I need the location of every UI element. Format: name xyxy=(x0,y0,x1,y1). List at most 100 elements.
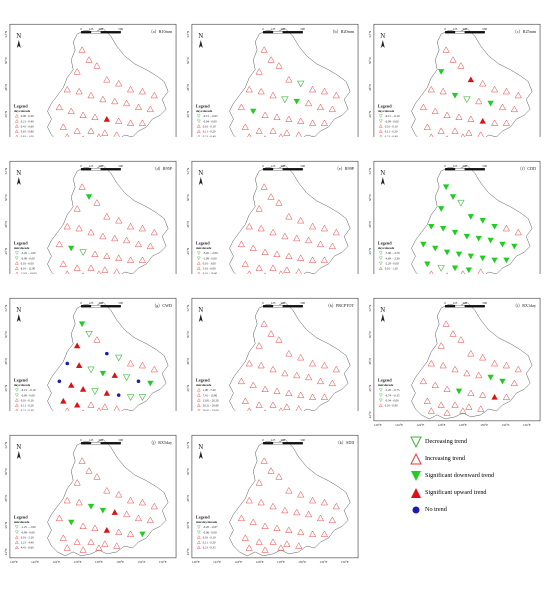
station-increasing-marker xyxy=(269,538,277,545)
legend-symbol-icon xyxy=(15,256,19,261)
legend-item-label: 2.21 - 4.40 xyxy=(21,541,34,545)
station-increasing-marker xyxy=(320,530,329,537)
station-increasing-marker xyxy=(308,496,317,504)
station-increasing-marker xyxy=(257,361,265,369)
station-increasing-marker xyxy=(93,199,101,206)
station-increasing-marker xyxy=(73,479,81,486)
lon-tick-label: 126°E xyxy=(74,560,82,564)
station-increasing-marker xyxy=(281,369,289,377)
scale-bar-segment xyxy=(100,31,121,34)
station-increasing-marker xyxy=(320,393,329,400)
north-arrow-label: N xyxy=(198,307,203,314)
lon-tick-label: 126°E xyxy=(256,560,264,564)
legend-item-label: -2.29 - 0.00 xyxy=(385,261,399,265)
panel-title: （g）CWD xyxy=(152,303,172,308)
station-increasing-marker xyxy=(281,232,289,240)
lat-tick-label: 46°N xyxy=(4,384,8,391)
legend-item-label: 0.21 - 0.40 xyxy=(203,135,216,139)
station-sig-down-marker xyxy=(87,503,95,510)
key-no-trend: No trend xyxy=(410,504,550,518)
station-increasing-marker xyxy=(467,389,475,396)
station-sig-down-marker xyxy=(451,92,459,99)
station-sig-down-marker xyxy=(432,245,439,252)
legend-item-label: 7.41 - 13.80 xyxy=(203,393,218,397)
station-decreasing-marker xyxy=(437,265,445,272)
station-sig-down-marker xyxy=(455,388,463,395)
station-sig-down-marker xyxy=(85,194,93,200)
legend-item-label: 0.41 - 0.60 xyxy=(21,124,34,128)
scale-bar-segment xyxy=(90,168,102,171)
station-sig-down-marker xyxy=(455,251,463,258)
legend-unit: mm/day/decade xyxy=(196,520,218,524)
legend-item-label: 20.21 - 26.60 xyxy=(203,404,219,408)
station-sig-down-marker xyxy=(479,218,486,224)
station-sig-down-marker xyxy=(68,519,75,526)
map-panel: 52°N50°N48°N46°N44°N120°E122°E124°E126°E… xyxy=(2,0,182,153)
filled-down-triangle-icon xyxy=(411,471,421,481)
legend-symbol-icon xyxy=(15,266,19,270)
station-increasing-marker xyxy=(328,516,336,524)
station-increasing-marker xyxy=(91,524,99,531)
lat-tick-label: 48°N xyxy=(186,83,190,90)
station-increasing-marker xyxy=(320,361,329,369)
station-increasing-marker xyxy=(73,264,81,271)
station-sig-down-marker xyxy=(465,267,473,274)
lat-tick-label: 48°N xyxy=(186,494,190,501)
legend-item-label: -0.06 - 0.00 xyxy=(203,530,217,534)
station-increasing-marker xyxy=(249,518,257,526)
north-arrow-label: N xyxy=(380,307,385,314)
panel-title: （c）R25mm xyxy=(513,29,537,34)
panel-title: （f）CDD xyxy=(518,166,536,171)
legend-item-label: 0.21 - 0.30 xyxy=(21,409,34,413)
station-increasing-marker xyxy=(55,514,63,522)
station-increasing-marker xyxy=(297,528,305,535)
station-increasing-marker xyxy=(308,256,317,263)
station-increasing-marker xyxy=(502,393,511,400)
station-sig-up-marker xyxy=(103,389,110,396)
station-sig-up-marker xyxy=(111,509,118,515)
station-increasing-marker xyxy=(261,385,269,392)
legend-item-label: 12.01 - 18.00 xyxy=(21,272,37,276)
north-arrow-label: N xyxy=(198,444,203,451)
station-increasing-marker xyxy=(308,359,317,367)
key-sig-down: Significant downward trend xyxy=(410,470,550,484)
station-increasing-marker xyxy=(427,359,435,367)
legend-item-label: 0.01 - 2.20 xyxy=(21,535,34,539)
lon-tick-label: 132°E xyxy=(137,560,145,564)
legend-item-label: 0.01 - 0.10 xyxy=(21,398,34,402)
scale-label: 0 xyxy=(80,301,82,305)
legend-unit: days/decade xyxy=(196,109,213,113)
legend-item-label: 6.01 - 12.00 xyxy=(21,267,36,271)
station-increasing-marker xyxy=(123,510,131,518)
north-arrow-label: N xyxy=(16,170,21,177)
station-increasing-marker xyxy=(269,228,277,236)
station-increasing-marker xyxy=(126,222,135,230)
lat-tick-label: 50°N xyxy=(368,57,372,64)
station-increasing-marker xyxy=(115,528,123,535)
map-svg: 52°N50°N48°N46°N44°N120°E122°E124°E126°E… xyxy=(4,297,177,427)
legend-symbol-icon xyxy=(15,119,19,123)
station-increasing-marker xyxy=(85,467,93,474)
station-increasing-marker xyxy=(241,260,249,267)
station-increasing-marker xyxy=(255,205,263,212)
legend-title: Legend xyxy=(196,514,210,519)
station-increasing-marker xyxy=(457,62,465,69)
station-increasing-marker xyxy=(320,256,329,263)
scale-bar-segment xyxy=(272,168,284,171)
legend-item-label: -0.21 - -0.10 xyxy=(21,388,36,392)
legend-item-label: -0.15 - -0.05 xyxy=(203,114,218,118)
lat-tick-label: 48°N xyxy=(4,494,8,501)
legend-item-label: -0.99 - 0.00 xyxy=(21,256,35,260)
station-increasing-marker xyxy=(103,252,111,259)
station-sig-up-marker xyxy=(79,386,87,392)
scale-bar-segment xyxy=(282,305,303,308)
station-increasing-marker xyxy=(267,56,275,63)
legend-symbol-icon xyxy=(379,403,383,407)
legend-item-label: -7.00 - -4.70 xyxy=(385,251,400,255)
lon-tick-label: 124°E xyxy=(416,423,424,427)
lat-tick-label: 46°N xyxy=(186,247,190,254)
station-sig-down-marker xyxy=(293,98,300,105)
scale-bar-segment xyxy=(80,31,92,34)
